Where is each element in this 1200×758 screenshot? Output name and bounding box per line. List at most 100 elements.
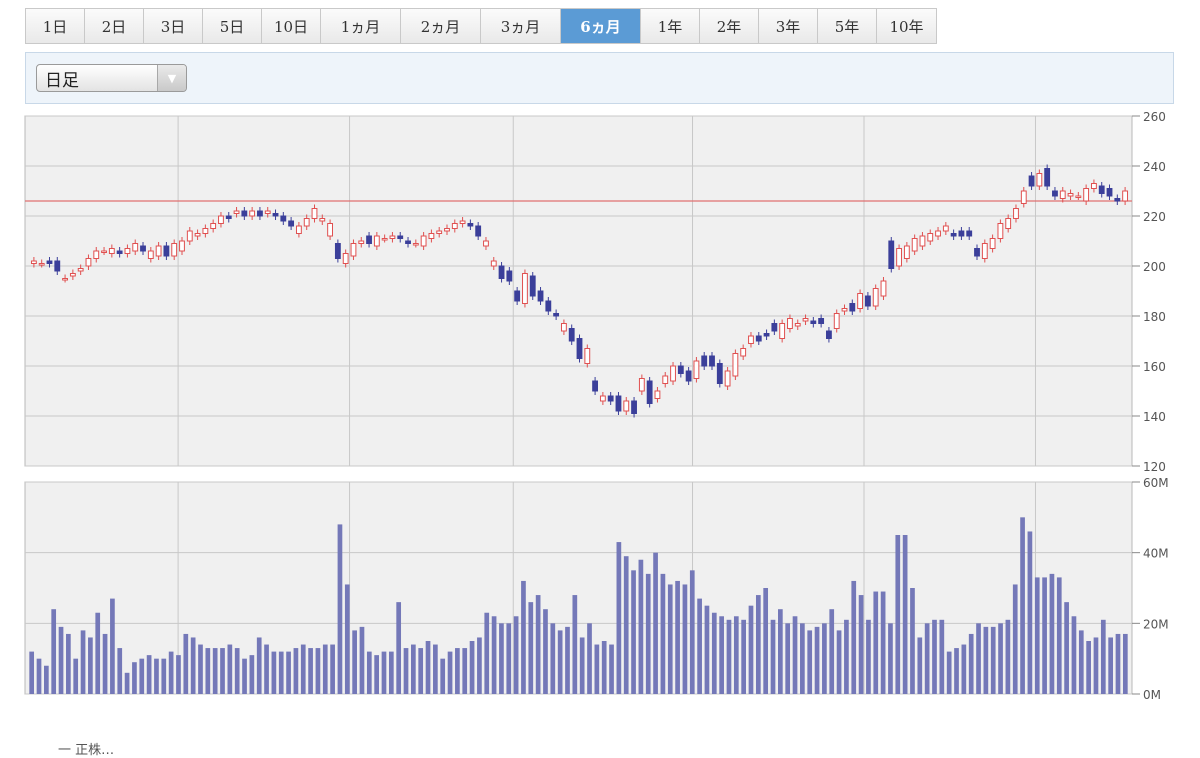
volume-bar: [337, 524, 343, 694]
tab-period-9[interactable]: 1年: [641, 9, 700, 43]
tab-period-5[interactable]: 1ヵ月: [321, 9, 401, 43]
candle-body: [69, 273, 76, 277]
candle-body: [319, 218, 326, 222]
tab-period-8[interactable]: 6ヵ月: [561, 9, 641, 43]
tab-period-0[interactable]: 1日: [26, 9, 85, 43]
candle-interval-select[interactable]: 日足 ▼: [36, 64, 187, 92]
volume-bar: [946, 651, 952, 694]
volume-bar: [579, 637, 585, 694]
volume-bar: [594, 644, 600, 694]
volume-bar: [851, 580, 857, 694]
volume-bar: [829, 609, 835, 694]
volume-bar: [322, 644, 328, 694]
candle-body: [1075, 195, 1082, 198]
price-tick-label: 240: [1143, 160, 1166, 174]
triangle-down-icon[interactable]: ▼: [157, 65, 186, 91]
candle-body: [1067, 193, 1074, 197]
candle-body: [506, 270, 513, 282]
volume-bar: [198, 644, 203, 694]
candle-body: [522, 273, 528, 304]
tab-period-4[interactable]: 10日: [262, 9, 321, 43]
tab-period-11[interactable]: 3年: [759, 9, 818, 43]
volume-bar: [1020, 517, 1025, 694]
candle-body: [896, 248, 902, 267]
volume-tick-label: 40M: [1143, 547, 1169, 561]
candle-body: [280, 215, 287, 222]
candle-body: [264, 210, 271, 214]
candle-body: [412, 243, 419, 246]
volume-bar: [836, 630, 842, 694]
candle-body: [116, 250, 123, 254]
candle-body: [857, 293, 864, 309]
price-tick-label: 120: [1143, 460, 1166, 474]
volume-bar: [36, 658, 42, 694]
candle-body: [755, 335, 762, 342]
candle-body: [140, 245, 146, 252]
candle-body: [880, 280, 887, 297]
volume-bar: [1027, 531, 1033, 694]
volume-bar: [1108, 637, 1113, 694]
volume-bar: [719, 616, 724, 694]
candle-body: [685, 370, 692, 382]
tab-period-12[interactable]: 5年: [818, 9, 877, 43]
tab-period-10[interactable]: 2年: [700, 9, 759, 43]
volume-bar: [366, 651, 372, 694]
tab-period-1[interactable]: 2日: [85, 9, 144, 43]
candle-body: [872, 288, 879, 307]
volume-bar: [1093, 637, 1099, 694]
volume-bar: [924, 623, 930, 694]
volume-bar: [682, 584, 688, 694]
volume-bar: [800, 623, 805, 694]
candle-body: [841, 308, 848, 312]
chart-options-panel: 日足 ▼: [25, 52, 1174, 104]
price-tick-label: 180: [1143, 310, 1166, 324]
candle-body: [498, 265, 505, 279]
volume-bar: [858, 595, 864, 694]
tab-period-6[interactable]: 2ヵ月: [401, 9, 481, 43]
candle-body: [420, 235, 427, 247]
volume-bar: [183, 633, 189, 694]
volume-bar: [543, 609, 548, 694]
candle-body: [389, 235, 396, 239]
tab-period-13[interactable]: 10年: [877, 9, 936, 43]
volume-tick-label: 20M: [1143, 617, 1169, 631]
candle-body: [132, 243, 139, 252]
volume-tick-label: 60M: [1143, 476, 1169, 490]
volume-bar: [58, 626, 64, 694]
volume-bar: [954, 648, 959, 694]
candle-body: [327, 223, 333, 237]
volume-bar: [902, 535, 908, 694]
tab-period-2[interactable]: 3日: [144, 9, 203, 43]
candle-body: [997, 223, 1004, 239]
volume-bar: [95, 612, 101, 694]
tab-period-7[interactable]: 3ヵ月: [481, 9, 561, 43]
volume-bar: [227, 644, 233, 694]
candle-body: [62, 278, 68, 281]
candle-body: [599, 395, 606, 402]
volume-bar: [1064, 602, 1069, 694]
volume-bar: [249, 655, 255, 694]
candle-body: [654, 390, 661, 399]
volume-bar: [623, 556, 629, 694]
candle-body: [740, 348, 747, 357]
volume-bar: [976, 623, 981, 694]
tab-period-3[interactable]: 5日: [203, 9, 262, 43]
volume-bar: [1086, 641, 1091, 694]
volume-bar: [161, 658, 167, 694]
candle-body: [1028, 175, 1035, 187]
volume-bar: [308, 648, 313, 694]
candle-body: [818, 318, 825, 324]
candle-body: [54, 260, 61, 272]
volume-bar: [315, 648, 321, 694]
candle-body: [1044, 168, 1051, 187]
volume-bar: [961, 644, 967, 694]
volume-bar: [433, 644, 438, 694]
volume-bar: [300, 644, 306, 694]
volume-bar: [1122, 633, 1128, 694]
candle-body: [560, 323, 567, 332]
candle-body: [942, 225, 949, 232]
candle-body: [677, 365, 684, 374]
